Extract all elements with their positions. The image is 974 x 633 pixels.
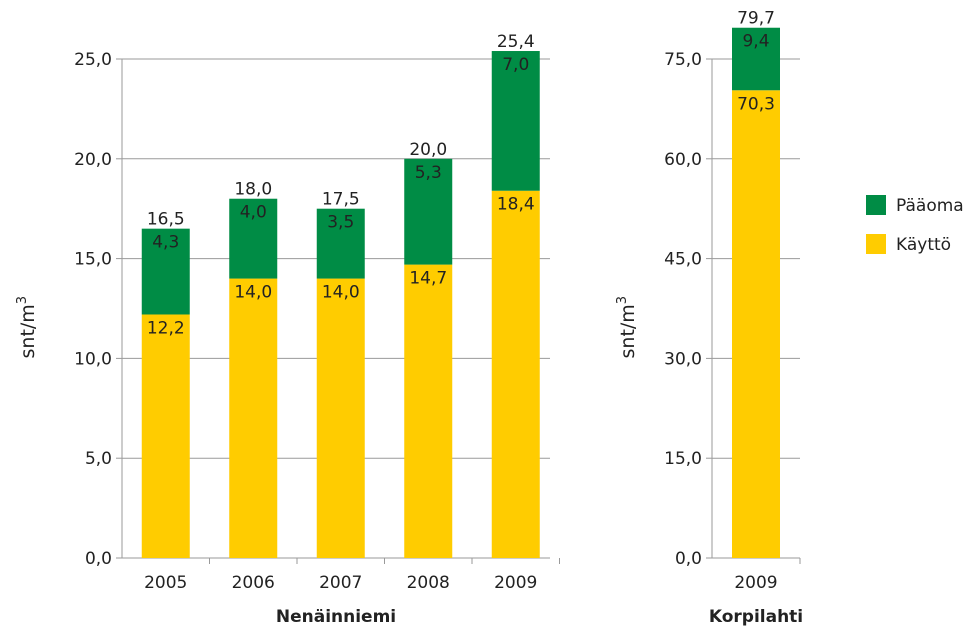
legend: Pääoma Käyttö xyxy=(866,195,964,255)
bar-kaytto xyxy=(229,278,278,558)
data-label-paaoma: 4,0 xyxy=(240,203,267,223)
legend-swatch xyxy=(866,234,886,254)
x-tick-label: 2008 xyxy=(407,573,450,593)
bar-paaoma xyxy=(404,158,453,265)
data-label-paaoma: 9,4 xyxy=(742,32,769,52)
data-label-kaytto: 14,7 xyxy=(409,269,447,289)
data-label-kaytto: 14,0 xyxy=(234,283,272,303)
data-label-kaytto: 70,3 xyxy=(737,94,775,114)
y-tick-label: 5,0 xyxy=(85,449,112,469)
y-tick-label: 25,0 xyxy=(74,50,112,70)
group-label: Nenäinniemi xyxy=(276,607,396,627)
y-tick-label: 45,0 xyxy=(664,250,702,270)
data-label-total: 79,7 xyxy=(737,9,775,29)
data-label-paaoma: 4,3 xyxy=(152,233,179,253)
data-label-paaoma: 7,0 xyxy=(502,55,529,75)
data-label-total: 25,4 xyxy=(497,32,535,52)
y-tick-label: 0,0 xyxy=(675,549,702,569)
legend-swatch xyxy=(866,195,886,215)
x-tick-label: 2007 xyxy=(319,573,362,593)
data-label-total: 16,5 xyxy=(147,210,185,230)
y-tick-label: 60,0 xyxy=(664,150,702,170)
bar-kaytto xyxy=(732,90,780,559)
y-tick-label: 75,0 xyxy=(664,50,702,70)
x-tick-label: 2005 xyxy=(144,573,187,593)
y-tick-label: 20,0 xyxy=(74,150,112,170)
bar-paaoma xyxy=(316,208,365,279)
data-label-kaytto: 18,4 xyxy=(497,195,535,215)
chart-1: 0,0 15,0 30,0 45,0 60,0 75,0 snt/m3 70,3 9,4 79,7… xyxy=(615,9,803,627)
bar-paaoma xyxy=(732,27,780,91)
data-label-total: 20,0 xyxy=(409,140,447,160)
bar-kaytto xyxy=(404,264,453,558)
data-label-kaytto: 12,2 xyxy=(147,318,185,338)
legend-label: Käyttö xyxy=(896,235,951,255)
bar-paaoma xyxy=(141,228,190,315)
legend-label: Pääoma xyxy=(896,196,964,216)
x-tick-label: 2006 xyxy=(232,573,275,593)
y-tick-label: 15,0 xyxy=(74,250,112,270)
y-tick-label: 15,0 xyxy=(664,449,702,469)
data-label-paaoma: 5,3 xyxy=(415,163,442,183)
y-tick-label: 30,0 xyxy=(664,349,702,369)
bar-kaytto xyxy=(316,278,365,558)
y-axis-label: snt/m3 xyxy=(15,296,39,359)
x-tick-label: 2009 xyxy=(494,573,537,593)
bar-kaytto xyxy=(491,190,540,558)
data-label-total: 17,5 xyxy=(322,190,360,210)
y-tick-label: 10,0 xyxy=(74,349,112,369)
bar-paaoma xyxy=(491,51,540,191)
x-tick-label: 2009 xyxy=(734,573,777,593)
data-label-paaoma: 3,5 xyxy=(327,213,354,233)
group-label: Korpilahti xyxy=(709,607,803,627)
y-axis-label: snt/m3 xyxy=(615,296,639,359)
bar-paaoma xyxy=(229,198,278,279)
y-tick-label: 0,0 xyxy=(85,549,112,569)
bar-kaytto xyxy=(141,314,190,558)
chart-0: 0,0 5,0 10,0 15,0 20,0 25,0 snt/m3 12,2 4,3 16,5 2… xyxy=(15,32,560,627)
data-label-kaytto: 14,0 xyxy=(322,283,360,303)
data-label-total: 18,0 xyxy=(234,180,272,200)
